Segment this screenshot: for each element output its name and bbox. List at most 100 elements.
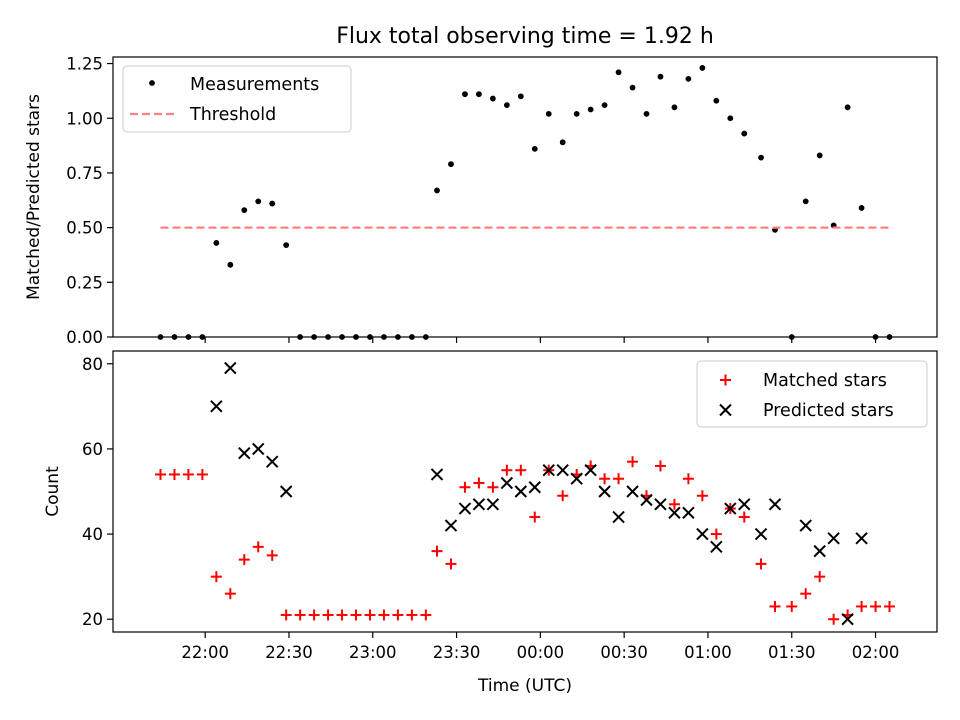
x-tick-label: 22:00: [181, 643, 229, 662]
matched-star-point: [378, 609, 390, 621]
matched-star-point: [420, 609, 432, 621]
matched-star-point: [515, 464, 527, 476]
measurement-point: [283, 242, 290, 249]
measurement-point: [713, 97, 720, 104]
legend-label: Predicted stars: [763, 401, 894, 421]
measurement-point: [545, 110, 552, 117]
measurement-point: [615, 69, 622, 76]
y-tick-label: 0.75: [66, 164, 103, 183]
matched-star-point: [459, 481, 471, 493]
predicted-star-point: [841, 613, 854, 626]
measurement-point: [657, 73, 664, 80]
x-tick-label: 01:00: [684, 643, 732, 662]
y-tick-label: 40: [82, 525, 103, 544]
measurement-point: [517, 93, 524, 100]
measurement-point: [503, 102, 510, 109]
measurement-point: [489, 95, 496, 102]
matched-star-point: [280, 609, 292, 621]
predicted-star-point: [654, 498, 667, 511]
x-tick-label: 22:30: [265, 643, 313, 662]
predicted-star-point: [668, 506, 681, 519]
legend-x-marker: [719, 403, 732, 417]
predicted-star-point: [598, 485, 611, 498]
legend-dot-marker: [149, 80, 155, 86]
matched-star-point: [501, 464, 513, 476]
predicted-star-point: [640, 493, 653, 507]
measurement-point: [227, 261, 234, 268]
measurement-point: [531, 145, 538, 152]
matched-star-point: [238, 554, 250, 566]
measurement-point: [643, 110, 650, 117]
matched-star-point: [431, 545, 443, 557]
matched-star-point: [682, 473, 694, 485]
y-tick-label: 0.00: [66, 328, 103, 347]
matched-star-point: [710, 528, 722, 540]
legend-top: Measurements Threshold: [122, 65, 352, 133]
predicted-star-point: [799, 519, 812, 532]
matched-star-point: [613, 473, 625, 485]
matched-star-point: [769, 600, 781, 612]
matched-star-point: [828, 613, 840, 625]
matched-star-point: [322, 609, 334, 621]
predicted-star-point: [266, 455, 279, 468]
matched-star-point: [814, 571, 826, 583]
matched-star-point: [786, 600, 798, 612]
legend-label: Measurements: [190, 75, 319, 95]
predicted-star-point: [738, 498, 751, 511]
matched-star-point: [487, 481, 499, 493]
predicted-star-point: [210, 400, 223, 413]
measurement-point: [255, 198, 262, 205]
predicted-star-point: [724, 502, 737, 515]
legend-label: Threshold: [189, 105, 276, 125]
matched-star-point: [473, 477, 485, 489]
measurement-point: [727, 115, 734, 122]
predicted-star-point: [500, 476, 514, 490]
predicted-star-point: [458, 502, 472, 515]
legend-bottom: Matched stars Predicted stars: [696, 360, 928, 428]
matched-star-point: [668, 498, 680, 510]
matched-star-point: [308, 609, 320, 621]
matched-star-point: [196, 468, 208, 480]
predicted-star-point: [696, 527, 709, 541]
measurement-point: [802, 198, 809, 205]
y-tick-label: 20: [82, 610, 103, 629]
predicted-star-point: [827, 532, 840, 545]
matched-star-point: [154, 468, 166, 480]
matched-star-point: [884, 600, 896, 612]
matched-star-point: [364, 609, 376, 621]
y-tick-label: 1.00: [66, 109, 103, 128]
matched-star-point: [599, 473, 611, 485]
predicted-star-point: [238, 446, 251, 460]
legend-plus-marker: [720, 374, 731, 386]
x-tick-label: 01:30: [768, 643, 816, 662]
x-tick-label: 23:30: [433, 643, 481, 662]
matched-star-point: [224, 588, 236, 600]
y-tick-label: 0.50: [66, 219, 103, 238]
predicted-star-point: [528, 481, 541, 494]
bottom-chart: 20 40 60 80 22:00 22:30 23:00 23:30 00:00 00:30 01…: [43, 350, 938, 662]
measurement-point: [741, 130, 748, 137]
y-tick-label: 0.25: [66, 273, 103, 292]
predicted-star-point: [472, 498, 486, 511]
predicted-star-point: [855, 532, 868, 545]
predicted-star-point: [514, 485, 528, 498]
measurement-point: [573, 110, 580, 117]
matched-star-point: [294, 609, 306, 621]
measurement-point: [816, 152, 823, 159]
measurement-point: [844, 104, 851, 111]
measurement-point: [241, 207, 248, 214]
top-chart: 0.00 0.25 0.50 0.75 1.00 1.25 Matched/Predicte…: [24, 55, 938, 347]
measurement-point: [699, 65, 706, 71]
matched-star-point: [696, 490, 708, 502]
x-tick-label: 00:30: [600, 643, 648, 662]
predicted-star-point: [682, 506, 695, 519]
predicted-star-point: [252, 442, 265, 456]
measurement-point: [758, 154, 764, 161]
predicted-star-point: [710, 540, 723, 554]
predicted-star-point: [754, 527, 768, 541]
matched-star-point: [266, 549, 278, 561]
matched-star-point: [870, 600, 882, 612]
x-tick-label: 00:00: [517, 643, 565, 662]
matched-star-point: [755, 558, 767, 570]
predicted-star-point: [556, 464, 569, 477]
